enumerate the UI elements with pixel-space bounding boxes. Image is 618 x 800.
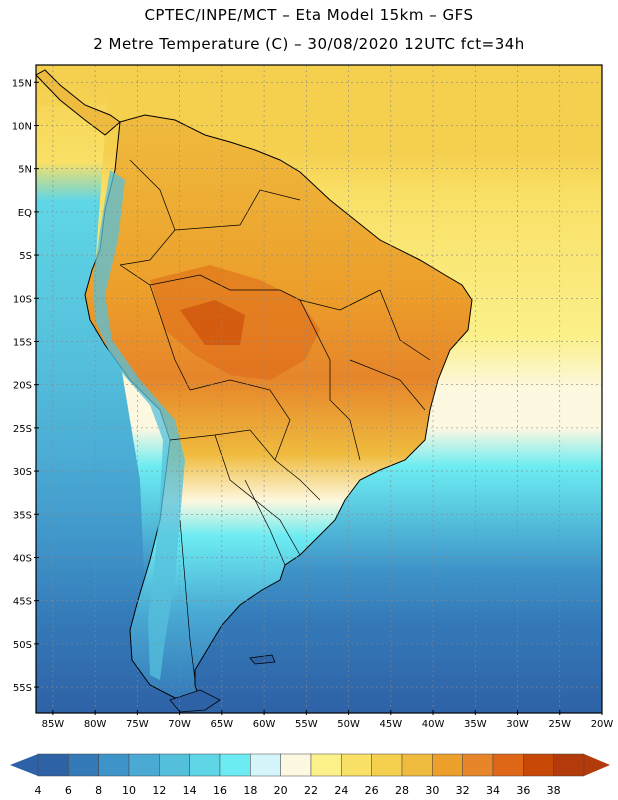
colorbar-low-arrow — [10, 754, 38, 776]
colorbar-high-arrow — [584, 754, 610, 776]
colorbar-swatch — [128, 753, 160, 777]
lon-label: 55W — [295, 719, 318, 730]
colorbar-label: 22 — [304, 784, 318, 797]
lat-label: 15S — [13, 337, 32, 348]
colorbar-swatch — [432, 753, 463, 777]
colorbar-label: 30 — [425, 784, 439, 797]
colorbar-swatch — [189, 753, 221, 777]
colorbar-label: 6 — [65, 784, 72, 797]
country-borders — [119, 159, 431, 681]
colorbar-label: 28 — [395, 784, 409, 797]
central-america — [36, 69, 121, 136]
colorbar-label: 10 — [122, 784, 136, 797]
lat-label: 20S — [13, 381, 32, 392]
colorbar-swatch — [341, 753, 372, 777]
lon-label: 50W — [337, 719, 360, 730]
colorbar-label: 26 — [365, 784, 379, 797]
longitude-labels: 85W 80W 75W 70W 65W 60W 55W 50W 45W 40W 35W 30W 25W 2… — [42, 710, 614, 730]
map-title-line2: 2 Metre Temperature (C) – 30/08/2020 12U… — [93, 35, 525, 53]
lon-label: 65W — [211, 719, 234, 730]
colorbar-swatch — [37, 753, 69, 777]
colorbar-swatch — [401, 753, 433, 777]
colorbar-swatches — [37, 753, 585, 777]
colorbar-label: 38 — [547, 784, 561, 797]
colorbar-swatch — [523, 753, 554, 777]
colorbar-swatch — [462, 753, 494, 777]
hottest-core — [180, 300, 245, 345]
lat-label: 40S — [13, 553, 32, 564]
lon-label: 75W — [126, 719, 149, 730]
pacific-ocean — [36, 65, 150, 713]
lon-label: 45W — [379, 719, 402, 730]
map-frame — [35, 64, 603, 714]
colorbar-label: 20 — [274, 784, 288, 797]
colorbar-label: 24 — [334, 784, 348, 797]
lat-label: 15N — [12, 78, 32, 89]
colorbar-swatch — [250, 753, 281, 777]
colorbar-swatch — [310, 753, 342, 777]
lat-label: 10N — [12, 121, 32, 132]
colorbar-label: 32 — [456, 784, 470, 797]
colorbar-swatch — [553, 753, 585, 777]
colorbar-label: 4 — [35, 784, 42, 797]
andes-cordillera — [93, 170, 185, 680]
lat-label: 25S — [13, 424, 32, 435]
colorbar-label: 12 — [152, 784, 166, 797]
lat-label: 5N — [18, 165, 32, 176]
lat-label: 45S — [13, 597, 32, 608]
lon-label: 25W — [548, 719, 571, 730]
colorbar-swatch — [371, 753, 403, 777]
colorbar-swatch — [219, 753, 251, 777]
colorbar-swatch — [98, 753, 130, 777]
colorbar-label: 16 — [213, 784, 227, 797]
lon-label: 85W — [42, 719, 65, 730]
lon-label: 30W — [506, 719, 529, 730]
lon-label: 70W — [168, 719, 191, 730]
lon-label: 35W — [464, 719, 487, 730]
colorbar-label: 8 — [95, 784, 102, 797]
falkland-islands — [249, 654, 276, 665]
lat-label: 55S — [13, 683, 32, 694]
temperature-map: 15N 10N 5N EQ 5S 10S 15S 20S 25S 30S 35S 40S 45S 50S 5… — [12, 64, 614, 730]
colorbar-swatch — [68, 753, 99, 777]
colorbar-swatch — [492, 753, 524, 777]
lat-label: 50S — [13, 640, 32, 651]
caribbean-sea — [36, 65, 602, 105]
lat-label: 5S — [19, 251, 32, 262]
colorbar-label: 34 — [486, 784, 500, 797]
lat-label: 10S — [13, 294, 32, 305]
lon-label: 20W — [591, 719, 614, 730]
lon-label: 80W — [84, 719, 107, 730]
tierra-del-fuego — [169, 689, 221, 713]
colorbar-swatch — [159, 753, 190, 777]
lon-label: 60W — [253, 719, 276, 730]
lat-label: 35S — [13, 510, 32, 521]
lat-lon-grid — [36, 65, 602, 713]
colorbar-label: 14 — [183, 784, 197, 797]
lat-label: 30S — [13, 467, 32, 478]
latitude-labels: 15N 10N 5N EQ 5S 10S 15S 20S 25S 30S 35S 40S 45S 50S 5… — [12, 78, 39, 694]
colorbar-label: 36 — [516, 784, 530, 797]
map-title-line1: CPTEC/INPE/MCT – Eta Model 15km – GFS — [144, 6, 474, 24]
colorbar-labels: 4 6 8 10 12 14 16 18 20 22 24 26 28 30 32 34 36 38 — [35, 784, 561, 797]
temperature-colorbar: 4 6 8 10 12 14 16 18 20 22 24 26 28 30 32 34 36 38 — [10, 753, 610, 797]
lon-label: 40W — [422, 719, 445, 730]
colorbar-label: 18 — [243, 784, 257, 797]
colorbar-swatch — [280, 753, 312, 777]
lat-label: EQ — [18, 208, 32, 219]
